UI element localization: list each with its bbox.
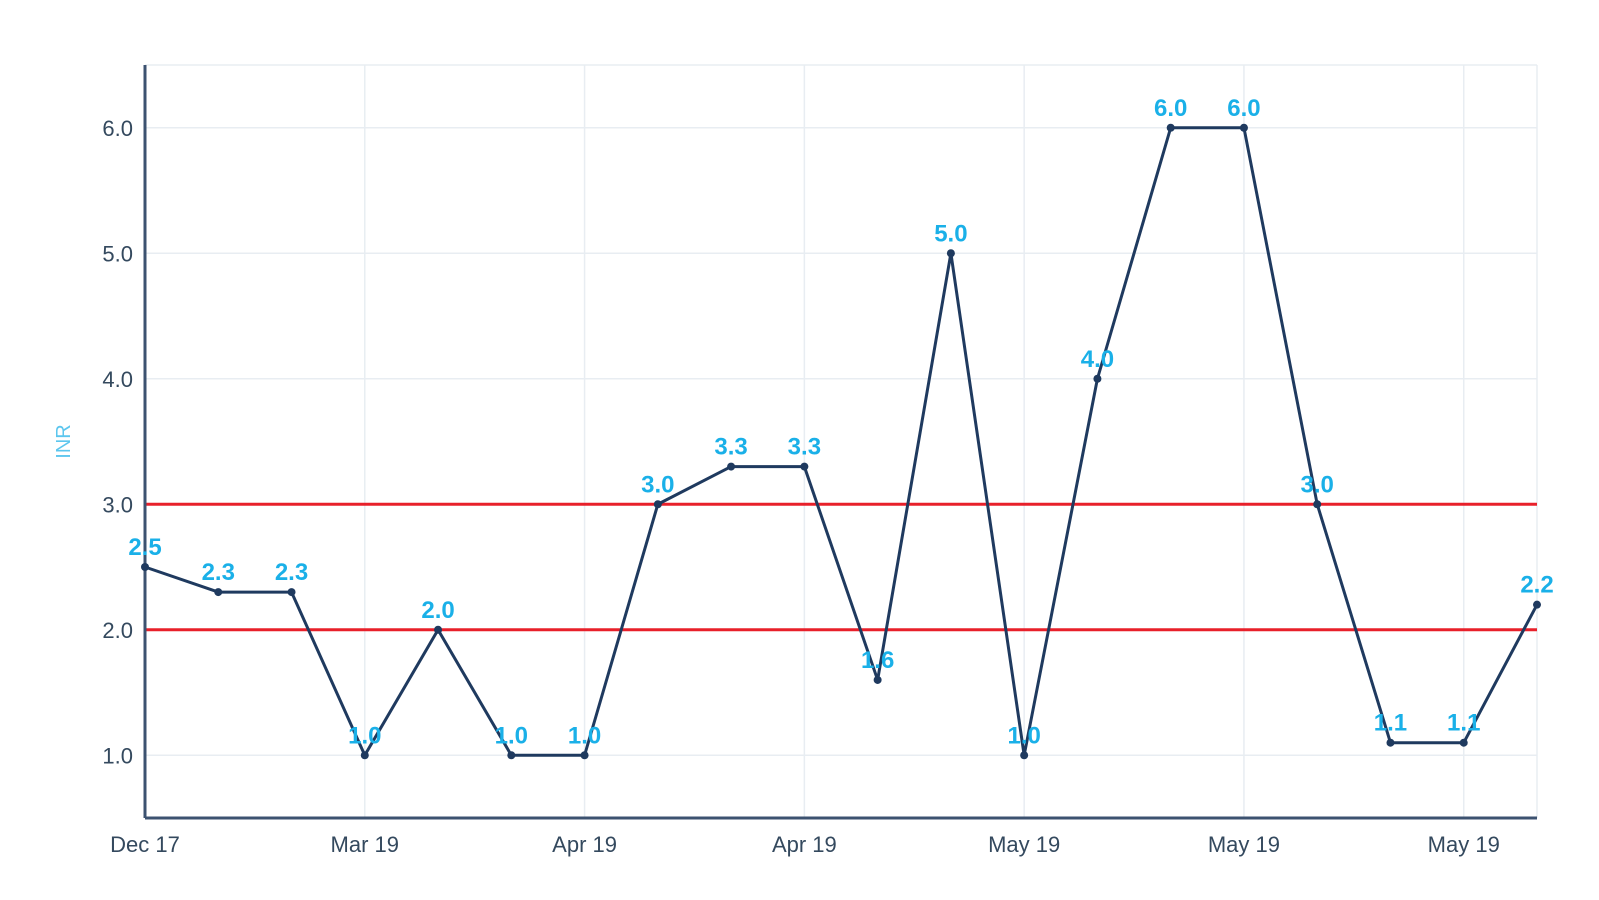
y-tick-label: 3.0 <box>102 492 133 517</box>
data-label: 3.3 <box>788 434 821 461</box>
y-tick-labels: 1.0 2.0 3.0 4.0 5.0 6.0 <box>102 116 133 769</box>
y-axis-title: INR <box>53 424 75 458</box>
data-label: 1.0 <box>568 722 601 749</box>
data-point <box>653 500 662 509</box>
data-label: 1.0 <box>1007 722 1040 749</box>
data-point <box>1459 738 1468 747</box>
data-point <box>507 751 516 760</box>
data-point <box>1166 123 1175 132</box>
data-label: 2.3 <box>275 559 308 586</box>
data-point <box>214 588 223 597</box>
data-point <box>946 249 955 258</box>
data-point <box>727 462 736 471</box>
x-tick-label: May 19 <box>1428 832 1500 857</box>
data-point <box>873 675 882 684</box>
data-label: 6.0 <box>1154 95 1187 122</box>
grid <box>144 64 1538 818</box>
data-labels: 2.5 2.3 2.3 1.0 2.0 1.0 1.0 3.0 3.3 3.3 1.6 5.0 1.0 4… <box>128 95 1553 750</box>
data-label: 1.1 <box>1447 710 1480 737</box>
data-label: 2.3 <box>202 559 235 586</box>
y-tick-label: 4.0 <box>102 367 133 392</box>
data-label: 6.0 <box>1227 95 1260 122</box>
data-point <box>1239 123 1248 132</box>
data-label: 1.0 <box>495 722 528 749</box>
data-point <box>287 588 296 597</box>
series-line <box>144 126 1539 757</box>
data-label: 3.0 <box>641 471 674 498</box>
y-tick-label: 5.0 <box>102 241 133 266</box>
data-point <box>434 625 443 634</box>
data-label: 1.1 <box>1374 710 1407 737</box>
data-point <box>1020 751 1029 760</box>
data-label: 5.0 <box>934 220 967 247</box>
data-point <box>360 751 369 760</box>
data-label: 1.0 <box>348 722 381 749</box>
x-tick-label: May 19 <box>988 832 1060 857</box>
data-point <box>1313 500 1322 509</box>
data-label: 2.2 <box>1520 572 1553 599</box>
data-point <box>1093 374 1102 383</box>
y-tick-label: 2.0 <box>102 618 133 643</box>
x-tick-label: Apr 19 <box>772 832 837 857</box>
data-label: 2.0 <box>421 597 454 624</box>
data-label: 3.0 <box>1301 471 1334 498</box>
data-label: 1.6 <box>861 647 894 674</box>
data-label: 2.5 <box>128 534 161 561</box>
data-point <box>580 751 589 760</box>
data-point <box>1386 738 1395 747</box>
x-tick-label: Apr 19 <box>552 832 617 857</box>
axes <box>143 65 1537 820</box>
data-point <box>800 462 809 471</box>
reference-lines <box>145 502 1537 632</box>
x-tick-label: Mar 19 <box>331 832 399 857</box>
data-label: 3.3 <box>714 434 747 461</box>
data-point <box>1533 600 1541 609</box>
y-tick-label: 1.0 <box>102 743 133 768</box>
y-tick-label: 6.0 <box>102 116 133 141</box>
x-tick-labels: Dec 17 Mar 19 Apr 19 Apr 19 May 19 May 19 May … <box>110 832 1500 857</box>
x-tick-label: May 19 <box>1208 832 1280 857</box>
series-inr <box>141 123 1541 760</box>
x-tick-label: Dec 17 <box>110 832 180 857</box>
data-point <box>141 563 149 571</box>
data-label: 4.0 <box>1081 346 1114 373</box>
